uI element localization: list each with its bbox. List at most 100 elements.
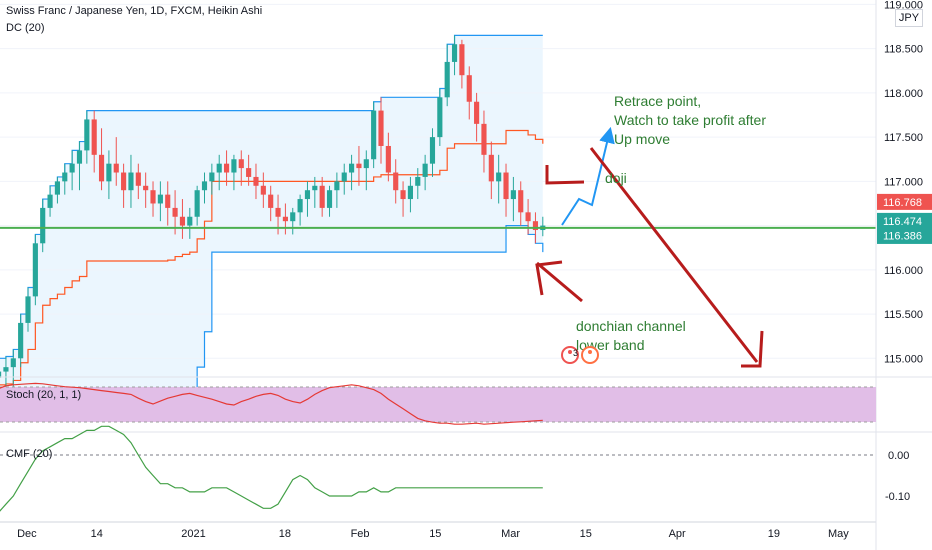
candle-body [393,172,399,191]
candle [69,150,75,191]
candle [223,150,230,186]
price-axis[interactable]: 119.000118.500118.000117.500117.000116.5… [884,0,923,365]
lower-band-pointer-head [535,260,563,296]
price-tick-label: 117.000 [884,176,923,188]
cmf-indicator-label[interactable]: CMF (20) [6,448,53,460]
candle-body [400,190,406,200]
candle-body [275,207,281,217]
candle [349,154,355,191]
candle-body [532,221,539,231]
candle-body [429,137,436,164]
price-tick-label: 118.500 [884,44,923,56]
candle-body [121,172,127,191]
price-tick-label: 115.500 [884,309,923,321]
dc-indicator-label[interactable]: DC (20) [6,22,45,34]
time-tick-label: 19 [768,528,780,540]
candle [488,141,494,200]
candle-body [179,216,186,226]
candle-body [143,185,149,191]
candle [18,314,24,368]
time-tick-label: Dec [17,528,37,540]
candle-body [326,190,333,208]
retrace-line-2: Watch to take profit after [614,112,766,128]
candle-body [113,163,119,173]
price-badge-label: 116.386 [883,231,922,243]
cmf-tick-zero: 0.00 [888,450,909,462]
candle-body [371,110,377,160]
candle-body [157,194,163,204]
candle [40,199,46,253]
candle [76,141,83,191]
candle [253,163,259,200]
doji-pointer-arrow[interactable] [545,165,585,185]
candle [363,150,369,191]
event-badge-red[interactable] [561,346,579,364]
candle-body [407,185,413,200]
candle-body [25,296,31,323]
price-badge: 116.768 [877,193,932,210]
candle-body [69,163,75,173]
cmf-line [0,425,543,512]
candle [10,349,16,394]
price-badge-label: 116.768 [883,197,922,209]
candle-body [135,172,141,186]
lower-band-pointer-arrow[interactable] [536,261,583,303]
candle-body [32,243,38,297]
donchian-channel-fill [0,35,543,412]
candle [231,154,237,191]
candle [135,163,141,200]
candle-body [466,75,472,102]
candle [444,44,450,107]
candle [356,145,362,186]
candle-body [106,163,112,182]
candle-body [451,44,458,62]
candle [25,287,31,332]
candle-body [525,212,531,222]
cmf-tick-neg: -0.10 [885,491,910,503]
event-badge-dot [588,350,592,354]
candle-body [201,181,208,191]
candle [54,176,60,204]
candle-body [268,194,274,208]
time-tick-label: 18 [279,528,291,540]
doji-label: doji [605,170,627,186]
price-badge-bg [877,227,932,244]
candle-body [47,194,53,208]
candle [466,66,472,120]
candle [98,128,105,191]
candle [113,137,119,186]
candle [106,150,112,200]
candle [326,185,333,217]
red-down-arrow[interactable] [589,147,759,363]
candle [510,176,516,222]
candle [216,154,222,191]
currency-button[interactable]: JPY [895,9,923,27]
candle-body [3,367,9,372]
candle [282,203,288,235]
candle [32,234,38,306]
blue-up-arrow[interactable] [561,126,615,226]
candle-body [356,163,362,169]
candle [407,176,413,213]
candle-body [510,190,516,200]
candle-body [150,190,156,204]
time-axis[interactable]: Dec 14 2021 18 Feb 15 Mar 15 Apr 19 May [17,528,849,540]
annotation-arrows[interactable] [535,126,764,368]
candle-body [10,358,16,368]
event-badges[interactable]: 3 [561,346,599,364]
candlestick-series [0,35,546,399]
symbol-title[interactable]: Swiss Franc / Japanese Yen, 1D, FXCM, He… [6,5,263,17]
candle-body [378,110,384,146]
candle [209,163,215,195]
stoch-indicator-label[interactable]: Stoch (20, 1, 1) [6,389,82,401]
dc-band-fill [0,35,543,412]
candle-body [437,97,443,138]
candle-body [76,150,83,164]
candle [481,110,487,173]
candle-body [238,159,244,169]
event-badge-orange[interactable] [581,346,599,364]
price-tick-label: 119.000 [884,0,923,11]
price-badge-bg [877,212,932,229]
candle-body [62,172,68,182]
retrace-line-3: Up move [614,131,670,147]
